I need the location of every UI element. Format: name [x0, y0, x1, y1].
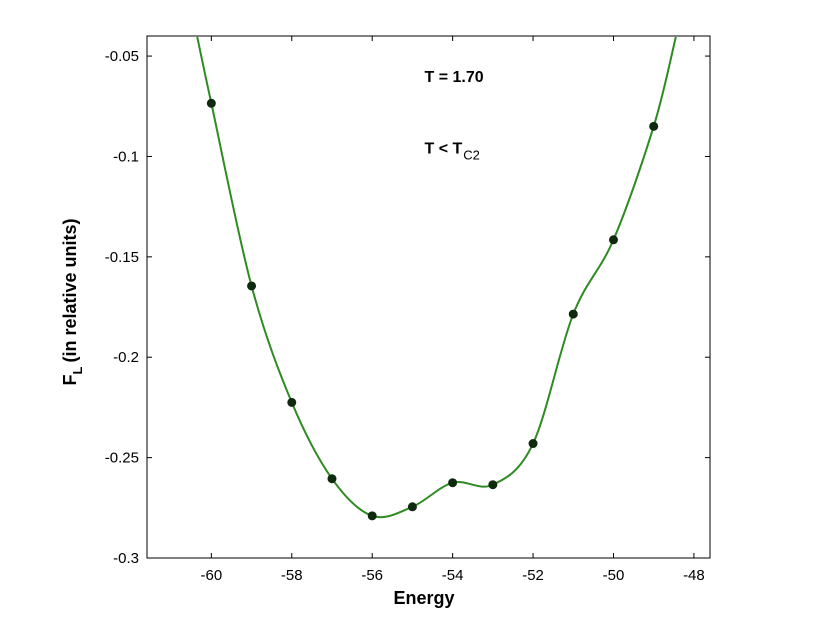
- y-axis-label-main: F: [60, 374, 80, 385]
- data-point: [488, 480, 498, 490]
- annotation-subscript: C2: [463, 147, 480, 162]
- x-axis-label: Energy: [393, 588, 454, 608]
- data-point: [608, 235, 618, 245]
- x-tick-label: -52: [522, 567, 544, 584]
- y-tick-label: -0.3: [113, 550, 139, 567]
- data-point: [528, 439, 538, 449]
- y-tick-label: -0.2: [113, 349, 139, 366]
- annotation-text: T = 1.70: [424, 69, 483, 86]
- annotation-layer: T = 1.70 T < TC2: [424, 69, 483, 162]
- data-point: [649, 121, 659, 131]
- y-tick-label: -0.15: [105, 249, 139, 266]
- data-point: [247, 281, 257, 291]
- y-axis-label-rest: (in relative units): [60, 219, 80, 363]
- y-tick-label: -0.05: [105, 48, 139, 65]
- y-tick-label: -0.25: [105, 450, 139, 467]
- data-point: [407, 502, 417, 512]
- y-tick-label: -0.1: [113, 148, 139, 165]
- x-tick-label: -48: [683, 567, 705, 584]
- y-axis-label: FL (in relative units): [60, 219, 85, 386]
- annotation-text: T < TC2: [424, 140, 479, 162]
- x-tick-label: -56: [361, 567, 383, 584]
- data-point: [327, 474, 337, 484]
- data-point: [367, 511, 377, 521]
- axes: -60 -58 -56 -54 -52 -50 -48 -0.3 -0.25 -0.2 -0.15 -…: [105, 35, 711, 584]
- x-tick-label: -50: [603, 567, 625, 584]
- x-tick-label: -58: [281, 567, 303, 584]
- series-line: [196, 36, 677, 519]
- x-tick-label: -54: [442, 567, 464, 584]
- series-layer: [196, 36, 677, 521]
- data-point: [568, 309, 578, 319]
- data-point: [287, 397, 297, 407]
- data-point: [448, 478, 458, 488]
- x-tick-label: -60: [200, 567, 222, 584]
- plot-frame: [146, 35, 711, 559]
- data-point: [206, 98, 216, 108]
- y-axis-label-subscript: L: [70, 366, 85, 374]
